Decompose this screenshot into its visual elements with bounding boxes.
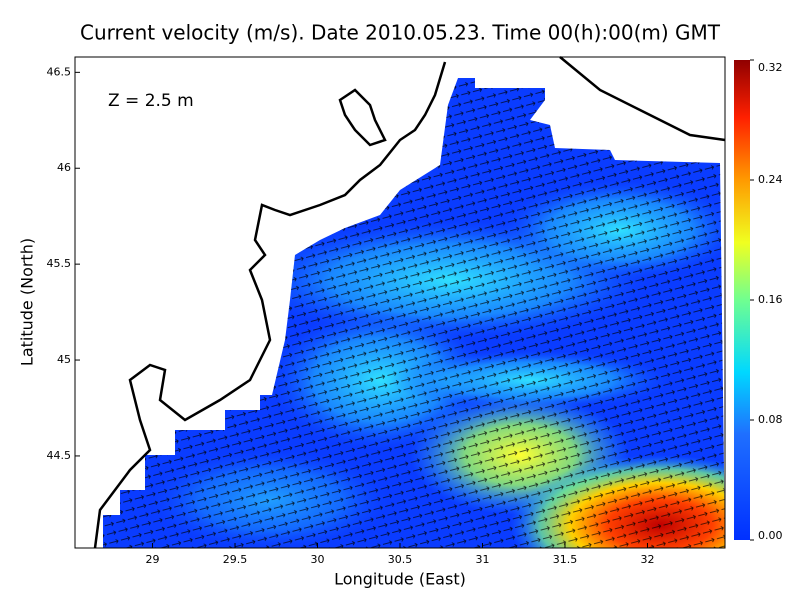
x-tick-label: 31.5 [553,553,578,566]
coastline [559,56,726,142]
y-tick-label: 45.5 [47,257,72,270]
y-tick-label: 46.5 [47,65,72,78]
y-tick-label: 46 [57,161,71,174]
y-tick-label: 44.5 [47,449,72,462]
x-tick-label: 29.5 [223,553,248,566]
y-axis-label: Latitude (North) [18,238,37,366]
title: Current velocity (m/s). Date 2010.05.23.… [80,21,721,45]
colorbar [734,60,750,540]
plot-area: Z = 2.5 m [74,56,726,549]
colorbar-tick-label: 0.00 [758,529,783,542]
x-tick-label: 30.5 [388,553,413,566]
coastline [338,88,387,147]
colorbar-tick-label: 0.32 [758,61,783,74]
x-tick-label: 32 [640,553,654,566]
colorbar-tick-label: 0.16 [758,293,783,306]
x-axis-label: Longitude (East) [334,570,466,589]
coastline [93,61,447,549]
y-tick-label: 45 [57,353,71,366]
annotation: Z = 2.5 m [108,91,194,111]
x-tick-label: 29 [146,553,160,566]
colorbar-tick-label: 0.08 [758,413,783,426]
x-tick-label: 31 [475,553,489,566]
colorbar-tick-label: 0.24 [758,173,783,186]
x-tick-label: 30 [311,553,325,566]
